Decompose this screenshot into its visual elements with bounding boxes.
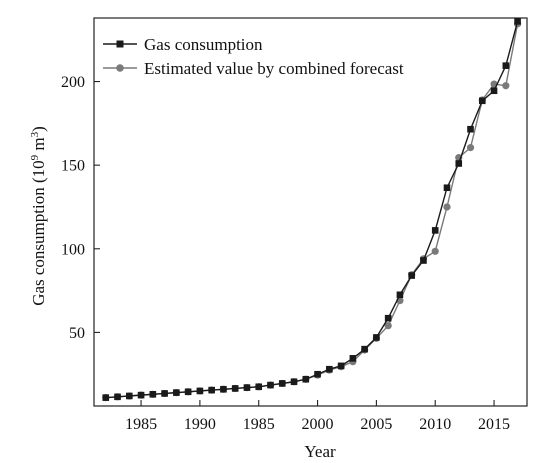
data-point-square [302, 375, 310, 383]
x-tick-label: 2000 [302, 416, 334, 433]
y-axis-title-exp1: 9 [29, 154, 41, 160]
series-gas-consumption [102, 18, 521, 401]
data-point-square [137, 391, 145, 399]
data-point-circle [466, 144, 475, 152]
x-tick-label: 1985 [125, 416, 157, 433]
data-point-square [125, 392, 133, 400]
y-axis-title-close: ) [29, 126, 48, 132]
data-point-square [443, 184, 451, 192]
y-tick-label: 150 [61, 158, 85, 175]
y-axis-ticks: 50 100 150 200 [61, 74, 100, 342]
data-point-square [196, 387, 204, 395]
y-axis-title-exp2: 3 [29, 131, 41, 137]
y-axis-title-main: Gas consumption (10 [29, 160, 48, 305]
data-point-circle [384, 322, 392, 330]
x-tick-label: 2015 [478, 416, 510, 433]
data-point-square [467, 125, 474, 133]
data-point-square [114, 393, 121, 401]
y-axis-title-unit: m [29, 137, 48, 154]
data-point-square [478, 97, 486, 105]
data-point-square [455, 160, 463, 167]
series-line [105, 23, 519, 399]
x-tick-label: 1985 [243, 416, 275, 433]
data-point-square [361, 345, 368, 353]
data-point-square [384, 314, 392, 322]
legend-entry-gas-consumption: Gas consumption [103, 35, 263, 54]
data-point-circle [431, 247, 439, 255]
legend-label-gas-consumption: Gas consumption [144, 35, 263, 54]
legend-square-marker [116, 40, 124, 48]
data-point-square [243, 384, 251, 391]
data-point-square [502, 62, 510, 69]
series-layer [102, 18, 522, 402]
plot-area-frame [93, 17, 528, 407]
data-point-square [396, 291, 404, 299]
data-point-square [349, 355, 357, 362]
data-point-square [173, 389, 180, 396]
data-point-square [220, 385, 227, 393]
data-point-square [490, 87, 498, 95]
data-point-square [278, 380, 286, 387]
x-tick-label: 2005 [360, 416, 392, 433]
data-point-square [337, 362, 345, 370]
data-point-square [184, 388, 192, 396]
y-tick-label: 200 [61, 74, 85, 91]
legend-label-estimated: Estimated value by combined forecast [144, 59, 404, 78]
x-axis-ticks: 1985 1990 1985 2000 2005 2010 2015 [125, 400, 510, 433]
data-point-square [255, 383, 263, 391]
y-tick-label: 100 [61, 241, 85, 258]
legend: Gas consumption Estimated value by combi… [103, 35, 404, 78]
data-point-square [314, 370, 321, 378]
legend-entry-estimated: Estimated value by combined forecast [103, 59, 404, 78]
data-point-square [267, 381, 274, 389]
x-tick-label: 2010 [419, 416, 451, 433]
y-axis-title: Gas consumption (109 m3) [29, 126, 48, 306]
x-tick-label: 1990 [184, 416, 216, 433]
data-point-circle [443, 203, 451, 211]
legend-circle-marker [116, 64, 124, 72]
data-point-square [231, 385, 239, 392]
data-point-square [161, 390, 168, 397]
data-point-square [408, 272, 415, 279]
data-point-square [149, 390, 157, 398]
data-point-square [290, 378, 298, 386]
data-point-square [326, 365, 333, 373]
data-point-square [102, 394, 110, 401]
y-tick-label: 50 [69, 325, 85, 342]
data-point-square [420, 257, 427, 264]
data-point-square [208, 386, 215, 394]
data-point-circle [502, 82, 510, 90]
data-point-square [514, 18, 521, 25]
data-point-square [373, 334, 380, 341]
data-point-square [431, 227, 439, 234]
x-axis-title: Year [304, 442, 336, 461]
